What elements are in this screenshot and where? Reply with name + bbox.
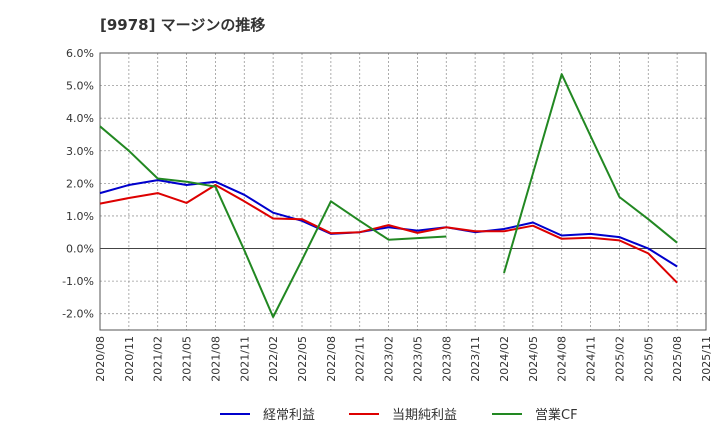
- x-tick-label: 2021/02: [152, 336, 165, 382]
- x-tick-label: 2024/02: [498, 336, 511, 382]
- x-tick-label: 2025/08: [671, 336, 684, 382]
- x-tick-label: 2022/02: [267, 336, 280, 382]
- x-tick-label: 2025/05: [642, 336, 655, 382]
- y-tick-label: 6.0%: [66, 47, 94, 60]
- x-tick-label: 2023/05: [411, 336, 424, 382]
- x-tick-label: 2021/11: [238, 336, 251, 382]
- y-tick-label: 3.0%: [66, 145, 94, 158]
- y-tick-label: 1.0%: [66, 210, 94, 223]
- x-tick-label: 2022/11: [354, 336, 367, 382]
- y-tick-label: 4.0%: [66, 112, 94, 125]
- plot-area: [100, 53, 706, 330]
- x-tick-label: 2023/08: [440, 336, 453, 382]
- x-tick-label: 2024/11: [585, 336, 598, 382]
- x-tick-label: 2021/05: [181, 336, 194, 382]
- chart-title: [9978] マージンの推移: [100, 16, 266, 34]
- plot-border: [99, 52, 707, 331]
- series-line-3: [503, 73, 678, 274]
- x-tick-label: 2025/11: [700, 336, 713, 382]
- x-tick-label: 2025/02: [613, 336, 626, 382]
- series-line-3: [99, 125, 447, 318]
- x-tick-label: 2024/05: [527, 336, 540, 382]
- x-tick-label: 2022/08: [325, 336, 338, 382]
- legend-label-2: 当期純利益: [392, 408, 457, 423]
- x-tick-label: 2020/11: [123, 336, 136, 382]
- y-tick-label: 2.0%: [66, 177, 94, 190]
- series-line-2: [99, 184, 678, 284]
- x-tick-label: 2024/08: [556, 336, 569, 382]
- y-tick-label: 0.0%: [66, 243, 94, 256]
- legend-label-1: 経常利益: [263, 408, 315, 423]
- y-tick-label: -1.0%: [62, 275, 94, 288]
- legend-label-3: 営業CF: [535, 407, 578, 423]
- y-tick-label: 5.0%: [66, 80, 94, 93]
- x-tick-label: 2020/08: [94, 336, 107, 382]
- x-tick-label: 2021/08: [209, 336, 222, 382]
- x-tick-label: 2023/02: [383, 336, 396, 382]
- y-tick-label: -2.0%: [62, 308, 94, 321]
- x-tick-label: 2022/05: [296, 336, 309, 382]
- x-tick-label: 2023/11: [469, 336, 482, 382]
